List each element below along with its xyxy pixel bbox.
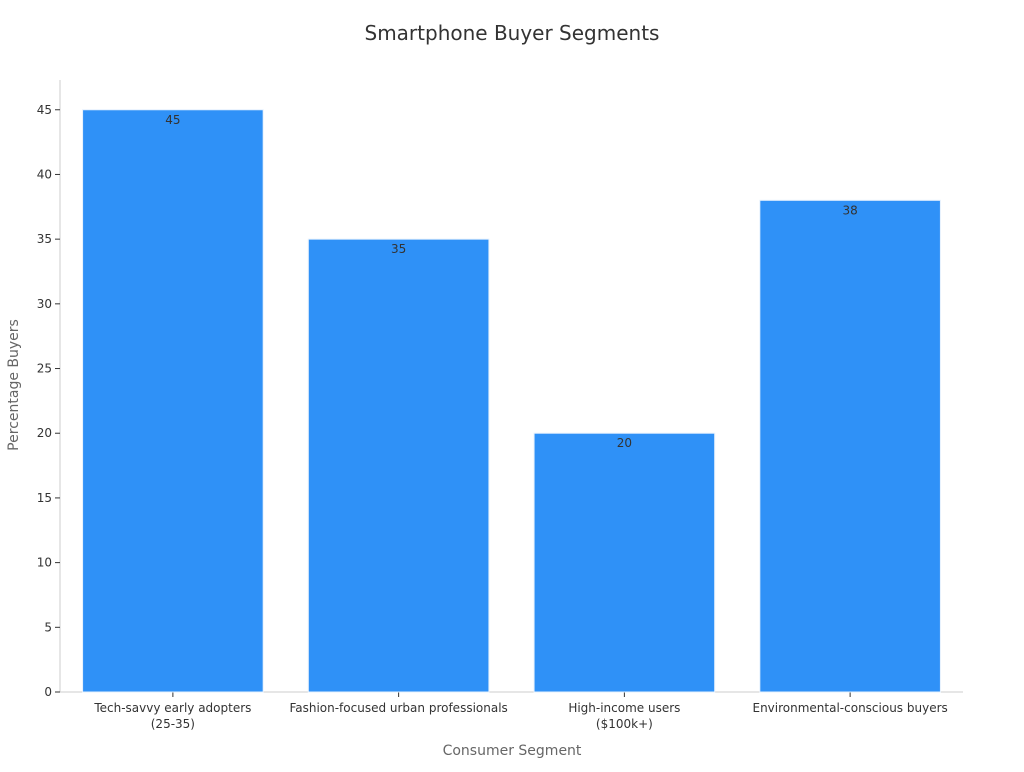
x-tick-label: High-income users	[568, 701, 680, 715]
y-tick-label: 0	[44, 685, 52, 699]
bar-value-label: 38	[842, 203, 857, 217]
y-tick-label: 35	[37, 232, 52, 246]
bar	[307, 238, 490, 693]
x-tick-label: Environmental-conscious buyers	[752, 701, 947, 715]
y-tick-label: 30	[37, 297, 52, 311]
bar	[82, 109, 264, 693]
y-tick-label: 10	[37, 556, 52, 570]
y-tick-label: 25	[37, 362, 52, 376]
x-tick-label: Fashion-focused urban professionals	[289, 701, 507, 715]
x-tick-label: (25-35)	[151, 717, 195, 731]
bar-value-label: 20	[617, 436, 632, 450]
bar-value-label: 35	[391, 242, 406, 256]
x-tick-label: ($100k+)	[596, 717, 653, 731]
bar-value-label: 45	[165, 113, 180, 127]
bars-group	[82, 109, 941, 693]
y-tick-label: 20	[37, 426, 52, 440]
y-tick-label: 45	[37, 103, 52, 117]
y-axis: 0 5 10 15 20 25 30 35 40 45	[37, 80, 61, 699]
bar-labels-group: 45 35 20 38	[165, 113, 858, 450]
bar	[533, 432, 716, 693]
y-axis-label: Percentage Buyers	[6, 319, 22, 451]
x-axis: Tech-savvy early adopters (25-35) Fashion-…	[60, 691, 963, 731]
chart-title: Smartphone Buyer Segments	[365, 21, 660, 45]
bar	[759, 199, 941, 693]
y-tick-label: 15	[37, 491, 52, 505]
y-tick-label: 5	[44, 620, 52, 634]
x-axis-label: Consumer Segment	[443, 743, 582, 759]
y-tick-label: 40	[37, 167, 52, 181]
x-tick-label: Tech-savvy early adopters	[93, 701, 251, 715]
